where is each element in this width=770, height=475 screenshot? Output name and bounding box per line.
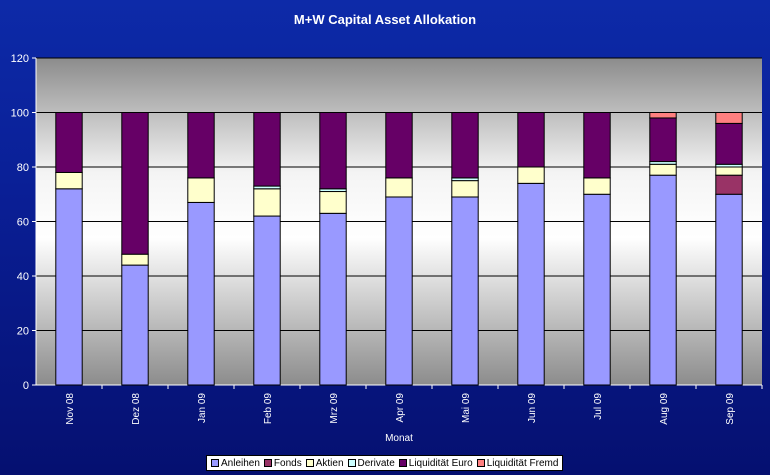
bar-segment [319, 112, 347, 190]
bar-segment [583, 112, 611, 179]
legend-label: Derivate [357, 457, 395, 469]
bar-segment [253, 215, 281, 386]
x-tick-label: Apr 09 [395, 393, 406, 423]
legend-swatch [398, 459, 407, 467]
bar-segment [583, 193, 611, 386]
bar-segment [583, 177, 611, 195]
bar-segment [121, 112, 149, 255]
bar-segment [451, 196, 479, 386]
bar-segment [121, 264, 149, 386]
y-tick-label: 40 [17, 271, 29, 283]
x-tick-label: Aug 09 [659, 393, 670, 425]
y-tick-label: 0 [23, 380, 29, 392]
legend-label: Aktien [315, 457, 344, 469]
legend-swatch [211, 459, 219, 467]
bar-segment [319, 212, 347, 386]
x-tick-label: Jan 09 [197, 393, 208, 423]
x-tick-label: Sep 09 [725, 393, 736, 425]
chart-legend: Anleihen Fonds Aktien Derivate Liquidität Eu… [206, 455, 564, 471]
x-tick-label: Mai 09 [461, 393, 472, 423]
bar-segment [55, 188, 83, 386]
legend-label: Anleihen [221, 457, 260, 469]
bar-segment [649, 163, 677, 176]
legend-swatch [263, 459, 272, 467]
bar-segment [715, 193, 743, 386]
y-tick-label: 80 [17, 162, 29, 174]
y-tick-label: 120 [11, 53, 29, 65]
bar-segment [187, 177, 215, 203]
bar-segment [649, 117, 677, 163]
legend-swatch [476, 459, 485, 467]
bar-segment [715, 174, 743, 195]
legend-item: Fonds [263, 457, 302, 469]
y-tick-label: 100 [11, 108, 29, 120]
bar-segment [385, 177, 413, 198]
bar-segment [715, 166, 743, 176]
bar-segment [451, 180, 479, 198]
legend-item: Liquidität Euro [398, 457, 473, 469]
bar-segment [385, 196, 413, 386]
x-tick-label: Mrz 09 [329, 393, 340, 424]
bar-segment [715, 122, 743, 165]
legend-item: Anleihen [211, 458, 260, 469]
legend-label: Liquidität Euro [408, 457, 473, 469]
legend-item: Derivate [347, 457, 395, 469]
bar-segment [451, 112, 479, 179]
bar-segment [187, 112, 215, 179]
x-axis-label: Monat [385, 433, 413, 444]
bar-segment [517, 112, 545, 168]
x-tick-label: Feb 09 [263, 393, 274, 425]
bar-segment [517, 182, 545, 386]
bar-segment [649, 174, 677, 386]
legend-swatch [305, 459, 314, 467]
legend-label: Liquidität Fremd [486, 457, 559, 469]
y-tick-label: 20 [17, 326, 29, 338]
legend-item: Aktien [305, 457, 344, 469]
bar-segment [121, 253, 149, 266]
legend-swatch [347, 459, 356, 467]
bar-segment [649, 112, 677, 119]
bar-segment [385, 112, 413, 179]
y-tick-label: 60 [17, 217, 29, 229]
legend-label: Fonds [273, 457, 302, 469]
bar-segment [253, 188, 281, 217]
bar-segment [715, 112, 743, 124]
bar-segment [55, 171, 83, 190]
bar-segment [517, 166, 545, 184]
bar-segment [253, 112, 281, 187]
x-tick-label: Dez 08 [131, 393, 142, 425]
bar-segment [319, 191, 347, 214]
chart-title: M+W Capital Asset Allokation [293, 12, 477, 27]
bar-segment [55, 112, 83, 173]
x-tick-label: Nov 08 [65, 393, 76, 425]
x-tick-label: Jul 09 [593, 393, 604, 420]
bar-segment [187, 201, 215, 386]
legend-item: Liquidität Fremd [476, 457, 559, 469]
x-tick-label: Jun 09 [527, 393, 538, 423]
